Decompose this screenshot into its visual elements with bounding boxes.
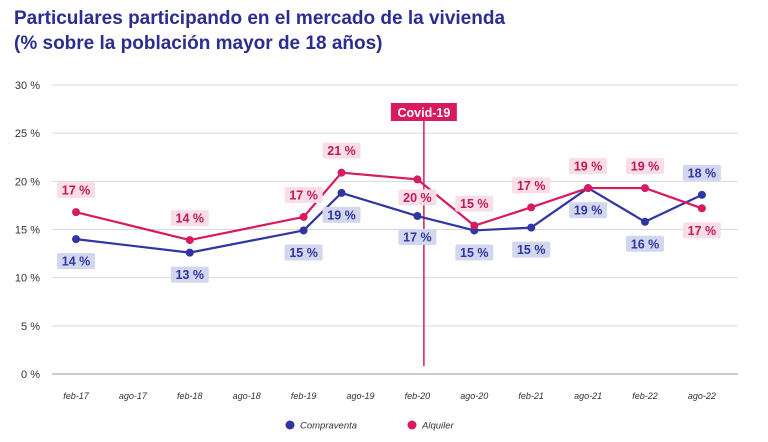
x-tick-label: ago-20	[460, 391, 488, 401]
data-label-bg-alquiler	[57, 182, 95, 199]
series-line-alquiler	[75, 171, 703, 242]
y-tick-label: 0 %	[21, 369, 40, 381]
data-point-compraventa	[185, 248, 194, 257]
legend-marker-compraventa	[285, 420, 295, 430]
data-label-bg-alquiler	[569, 158, 608, 175]
y-tick-label: 15 %	[15, 225, 40, 237]
x-tick-label: feb-17	[63, 391, 90, 401]
data-point-alquiler	[470, 221, 479, 230]
data-point-alquiler	[185, 236, 194, 245]
data-label-bg-compraventa	[170, 266, 209, 283]
data-point-compraventa	[641, 217, 649, 226]
data-label-bg-compraventa	[682, 164, 721, 181]
chart-title: Particulares participando en el mercado …	[14, 6, 505, 56]
y-tick-label: 5 %	[21, 321, 40, 333]
data-label-bg-compraventa	[569, 202, 608, 219]
data-label-alquiler: 17 %	[517, 179, 546, 193]
data-label-compraventa: 15 %	[460, 246, 489, 260]
data-label-bg-alquiler	[398, 189, 437, 206]
data-label-alquiler: 17 %	[62, 184, 91, 198]
x-tick-label: feb-22	[632, 391, 658, 401]
data-label-alquiler: 17 %	[289, 188, 318, 202]
data-point-compraventa	[527, 223, 536, 232]
x-tick-label: ago-17	[119, 391, 148, 401]
data-point-compraventa	[299, 226, 308, 235]
data-point-alquiler	[697, 204, 706, 213]
data-label-bg-alquiler	[284, 186, 323, 203]
data-label-alquiler: 14 %	[176, 212, 205, 226]
covid-annotation-box	[390, 103, 457, 121]
data-label-alquiler: 19 %	[574, 160, 603, 174]
data-label-bg-alquiler	[682, 222, 721, 239]
data-point-alquiler	[527, 203, 536, 212]
chart-title-line1: Particulares participando en el mercado …	[14, 8, 506, 29]
data-label-alquiler: 17 %	[688, 224, 717, 238]
chart-title-line2: (% sobre la población mayor de 18 años)	[14, 33, 383, 54]
data-label-bg-compraventa	[57, 253, 95, 270]
x-tick-label: ago-21	[574, 391, 602, 401]
data-point-compraventa	[697, 190, 706, 199]
covid-annotation-label: Covid-19	[397, 106, 450, 120]
legend-label-compraventa: Compraventa	[300, 421, 357, 432]
data-label-compraventa: 18 %	[688, 166, 717, 180]
x-tick-label: feb-18	[177, 391, 203, 401]
x-tick-label: feb-21	[518, 391, 544, 401]
data-label-bg-alquiler	[512, 177, 551, 194]
data-label-bg-alquiler	[170, 210, 209, 227]
data-label-compraventa: 15 %	[289, 246, 318, 260]
data-label-compraventa: 19 %	[327, 208, 356, 222]
data-label-bg-compraventa	[322, 206, 361, 223]
legend-marker-alquiler	[407, 420, 417, 430]
x-tick-label: ago-22	[688, 391, 716, 401]
data-label-compraventa: 13 %	[176, 268, 205, 282]
y-tick-label: 10 %	[15, 273, 40, 285]
data-label-bg-alquiler	[322, 142, 361, 159]
data-point-alquiler	[299, 212, 308, 221]
data-point-alquiler	[413, 175, 422, 184]
x-tick-label: ago-18	[233, 391, 261, 401]
data-point-alquiler	[337, 168, 346, 177]
data-label-compraventa: 17 %	[403, 231, 432, 245]
y-tick-label: 25 %	[15, 128, 40, 140]
data-label-bg-alquiler	[626, 158, 664, 175]
data-label-alquiler: 20 %	[403, 191, 432, 205]
x-tick-label: feb-20	[405, 391, 431, 401]
data-point-compraventa	[337, 188, 346, 197]
data-label-bg-compraventa	[398, 229, 437, 246]
data-label-bg-compraventa	[284, 244, 323, 261]
y-tick-label: 30 %	[15, 80, 40, 92]
data-label-alquiler: 21 %	[327, 144, 356, 158]
x-tick-label: feb-19	[291, 391, 317, 401]
data-label-compraventa: 15 %	[517, 243, 546, 257]
y-tick-label: 20 %	[15, 176, 40, 188]
data-label-compraventa: 19 %	[574, 204, 603, 218]
legend-label-alquiler: Alquiler	[421, 421, 455, 432]
data-label-bg-compraventa	[626, 235, 664, 252]
data-label-bg-alquiler	[455, 195, 494, 212]
data-point-alquiler	[72, 208, 80, 217]
data-point-compraventa	[72, 235, 80, 244]
x-tick-label: ago-19	[346, 391, 374, 401]
data-label-alquiler: 19 %	[631, 160, 660, 174]
data-point-compraventa	[413, 212, 422, 221]
data-label-bg-compraventa	[455, 244, 494, 261]
data-label-alquiler: 15 %	[460, 197, 489, 211]
data-point-alquiler	[641, 184, 649, 193]
data-label-compraventa: 14 %	[62, 255, 91, 269]
series-line-compraventa	[75, 186, 703, 254]
data-label-bg-compraventa	[512, 241, 551, 258]
data-label-compraventa: 16 %	[631, 237, 660, 251]
data-point-alquiler	[584, 184, 593, 193]
